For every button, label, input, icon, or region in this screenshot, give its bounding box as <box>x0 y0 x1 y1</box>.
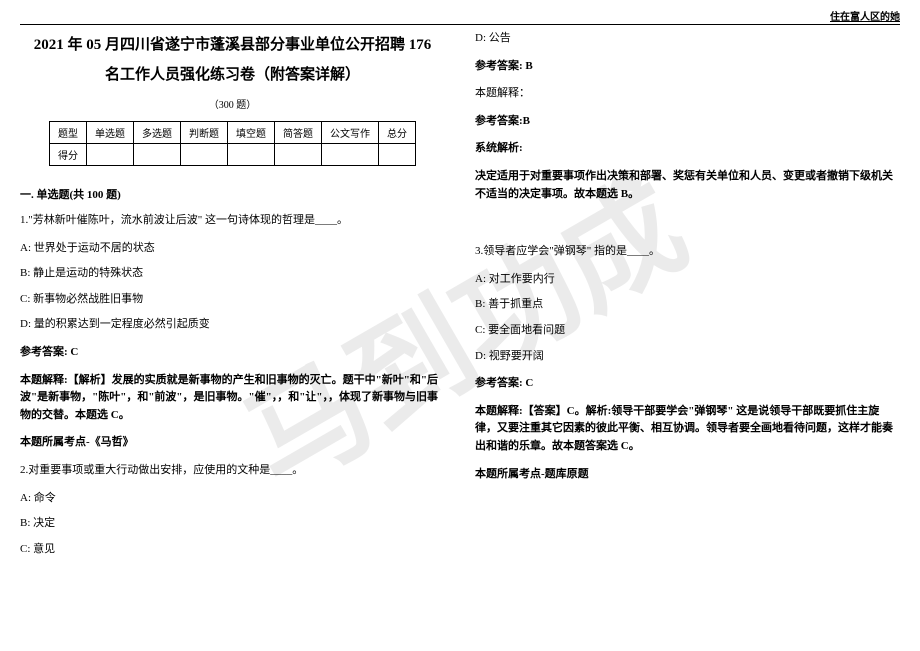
td-blank <box>134 144 181 166</box>
q1-tag: 本题所属考点-《马哲》 <box>20 434 445 452</box>
page-content: 2021 年 05 月四川省遂宁市蓬溪县部分事业单位公开招聘 176 名工作人员… <box>0 0 920 566</box>
q2-opt-a: A: 命令 <box>20 490 445 508</box>
section-heading: 一. 单选题(共 100 题) <box>20 186 445 202</box>
th-fill: 填空题 <box>228 122 275 144</box>
q1-opt-d: D: 量的积累达到一定程度必然引起质变 <box>20 316 445 334</box>
q2-answer-2: 参考答案:B <box>475 113 900 131</box>
q2-opt-d: D: 公告 <box>475 30 900 48</box>
q2-stem: 2.对重要事项或重大行动做出安排，应使用的文种是____。 <box>20 462 445 480</box>
q2-opt-b: B: 决定 <box>20 515 445 533</box>
q3-tag: 本题所属考点-题库原题 <box>475 466 900 484</box>
right-column: D: 公告 参考答案: B 本题解释： 参考答案:B 系统解析: 决定适用于对重… <box>475 30 900 566</box>
q1-opt-b: B: 静止是运动的特殊状态 <box>20 265 445 283</box>
left-column: 2021 年 05 月四川省遂宁市蓬溪县部分事业单位公开招聘 176 名工作人员… <box>20 30 445 566</box>
q1-opt-a: A: 世界处于运动不居的状态 <box>20 240 445 258</box>
td-blank <box>379 144 416 166</box>
q2-explain-label: 本题解释： <box>475 85 900 103</box>
q3-answer: 参考答案: C <box>475 375 900 393</box>
q1-stem: 1."芳林新叶催陈叶，流水前波让后波" 这一句诗体现的哲理是____。 <box>20 212 445 230</box>
q1-explain: 本题解释:【解析】发展的实质就是新事物的产生和旧事物的灭亡。题干中"新叶"和"后… <box>20 372 445 425</box>
score-table: 题型 单选题 多选题 判断题 填空题 简答题 公文写作 总分 得分 <box>49 121 416 166</box>
td-blank <box>228 144 275 166</box>
td-blank <box>322 144 379 166</box>
q3-explain: 本题解释:【答案】C。解析:领导干部要学会"弹钢琴" 这是说领导干部既要抓住主旋… <box>475 403 900 456</box>
doc-title-line1: 2021 年 05 月四川省遂宁市蓬溪县部分事业单位公开招聘 176 <box>20 30 445 60</box>
th-judge: 判断题 <box>181 122 228 144</box>
th-multi: 多选题 <box>134 122 181 144</box>
q2-sys-label: 系统解析: <box>475 140 900 158</box>
total-count: （300 题） <box>20 96 445 111</box>
th-short: 简答题 <box>275 122 322 144</box>
q3-stem: 3.领导者应学会"弹钢琴" 指的是____。 <box>475 243 900 261</box>
q1-opt-c: C: 新事物必然战胜旧事物 <box>20 291 445 309</box>
table-row: 得分 <box>50 144 416 166</box>
td-score-label: 得分 <box>50 144 87 166</box>
q2-answer: 参考答案: B <box>475 58 900 76</box>
th-type: 题型 <box>50 122 87 144</box>
q3-opt-a: A: 对工作要内行 <box>475 271 900 289</box>
th-single: 单选题 <box>87 122 134 144</box>
q2-opt-c: C: 意见 <box>20 541 445 559</box>
th-total: 总分 <box>379 122 416 144</box>
table-row: 题型 单选题 多选题 判断题 填空题 简答题 公文写作 总分 <box>50 122 416 144</box>
q3-opt-b: B: 善于抓重点 <box>475 296 900 314</box>
doc-title-line2: 名工作人员强化练习卷（附答案详解） <box>20 60 445 90</box>
q2-sys-text: 决定适用于对重要事项作出决策和部署、奖惩有关单位和人员、变更或者撤销下级机关不适… <box>475 168 900 203</box>
td-blank <box>87 144 134 166</box>
q1-answer: 参考答案: C <box>20 344 445 362</box>
q3-opt-c: C: 要全面地看问题 <box>475 322 900 340</box>
td-blank <box>181 144 228 166</box>
td-blank <box>275 144 322 166</box>
q3-opt-d: D: 视野要开阔 <box>475 348 900 366</box>
th-writing: 公文写作 <box>322 122 379 144</box>
